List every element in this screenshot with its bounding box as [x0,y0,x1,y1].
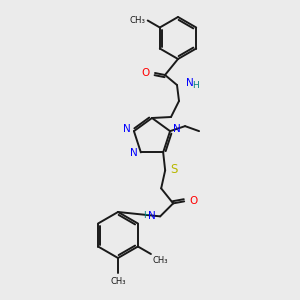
Text: O: O [142,68,150,78]
Text: CH₃: CH₃ [153,256,168,265]
Text: H: H [143,211,150,220]
Text: N: N [173,124,181,134]
Text: N: N [148,212,156,221]
Text: CH₃: CH₃ [110,277,126,286]
Text: H: H [192,82,199,91]
Text: S: S [170,163,178,176]
Text: O: O [189,196,197,206]
Text: N: N [186,78,194,88]
Text: N: N [130,148,138,158]
Text: CH₃: CH₃ [130,16,146,25]
Text: N: N [123,124,131,134]
